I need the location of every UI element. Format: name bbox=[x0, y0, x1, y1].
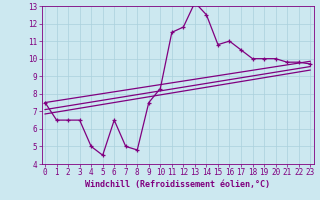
X-axis label: Windchill (Refroidissement éolien,°C): Windchill (Refroidissement éolien,°C) bbox=[85, 180, 270, 189]
